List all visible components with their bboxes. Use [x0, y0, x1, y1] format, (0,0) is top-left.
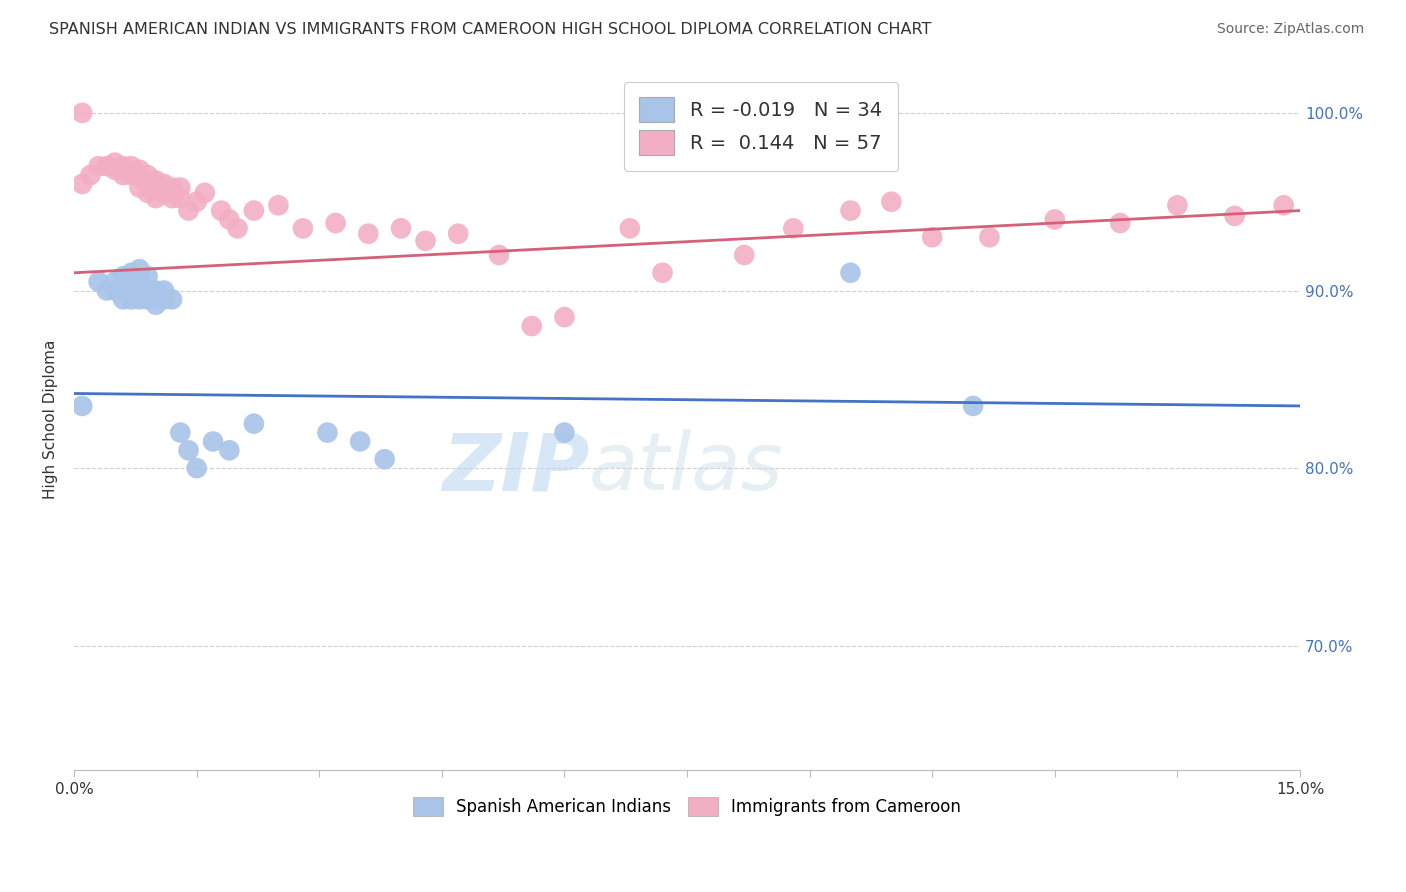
Point [1166, 198, 1188, 212]
Point [96, 284, 118, 298]
Point [316, 425, 339, 440]
Point [291, 221, 314, 235]
Point [1109, 216, 1132, 230]
Point [177, 443, 200, 458]
Text: Source: ZipAtlas.com: Source: ZipAtlas.com [1216, 22, 1364, 37]
Point [128, 293, 150, 307]
Point [112, 269, 135, 284]
Point [194, 186, 217, 200]
Point [136, 177, 159, 191]
Point [120, 266, 142, 280]
Point [72, 177, 94, 191]
Point [1043, 212, 1066, 227]
Point [169, 180, 191, 194]
Point [782, 221, 804, 235]
Point [153, 293, 176, 307]
Point [87, 275, 110, 289]
Point [177, 203, 200, 218]
Point [79, 168, 101, 182]
Point [520, 318, 543, 333]
Point [325, 216, 347, 230]
Point [145, 284, 167, 298]
Point [357, 227, 380, 241]
Point [128, 162, 150, 177]
Point [136, 168, 159, 182]
Point [112, 293, 135, 307]
Point [839, 203, 862, 218]
Point [87, 159, 110, 173]
Point [145, 191, 167, 205]
Point [979, 230, 1001, 244]
Point [104, 275, 127, 289]
Point [72, 399, 94, 413]
Point [1223, 209, 1246, 223]
Point [128, 275, 150, 289]
Point [374, 452, 396, 467]
Point [488, 248, 510, 262]
Point [112, 280, 135, 294]
Text: ZIP: ZIP [441, 429, 589, 508]
Point [104, 155, 127, 169]
Y-axis label: High School Diploma: High School Diploma [44, 340, 58, 499]
Point [136, 269, 159, 284]
Point [267, 198, 290, 212]
Point [1272, 198, 1295, 212]
Point [104, 162, 127, 177]
Point [145, 298, 167, 312]
Point [128, 168, 150, 182]
Point [120, 275, 142, 289]
Point [202, 434, 225, 449]
Point [153, 177, 176, 191]
Point [1305, 212, 1327, 227]
Point [415, 234, 437, 248]
Point [160, 180, 183, 194]
Point [218, 443, 240, 458]
Point [921, 230, 943, 244]
Point [209, 203, 232, 218]
Point [128, 180, 150, 194]
Point [880, 194, 903, 209]
Point [243, 417, 266, 431]
Point [120, 293, 142, 307]
Point [153, 284, 176, 298]
Point [389, 221, 412, 235]
Point [96, 159, 118, 173]
Point [136, 293, 159, 307]
Point [104, 284, 127, 298]
Point [218, 212, 240, 227]
Point [447, 227, 470, 241]
Point [112, 159, 135, 173]
Point [120, 159, 142, 173]
Point [112, 168, 135, 182]
Point [160, 191, 183, 205]
Point [651, 266, 673, 280]
Text: atlas: atlas [589, 429, 783, 508]
Point [169, 191, 191, 205]
Text: SPANISH AMERICAN INDIAN VS IMMIGRANTS FROM CAMEROON HIGH SCHOOL DIPLOMA CORRELAT: SPANISH AMERICAN INDIAN VS IMMIGRANTS FR… [49, 22, 932, 37]
Point [153, 186, 176, 200]
Point [186, 194, 208, 209]
Point [128, 262, 150, 277]
Point [349, 434, 371, 449]
Point [553, 310, 575, 325]
Point [226, 221, 249, 235]
Point [962, 399, 984, 413]
Point [120, 168, 142, 182]
Point [136, 186, 159, 200]
Point [145, 173, 167, 187]
Point [839, 266, 862, 280]
Point [619, 221, 641, 235]
Point [145, 180, 167, 194]
Point [136, 284, 159, 298]
Point [186, 461, 208, 475]
Point [160, 293, 183, 307]
Legend: Spanish American Indians, Immigrants from Cameroon: Spanish American Indians, Immigrants fro… [405, 789, 970, 825]
Point [733, 248, 755, 262]
Point [169, 425, 191, 440]
Point [72, 106, 94, 120]
Point [243, 203, 266, 218]
Point [553, 425, 575, 440]
